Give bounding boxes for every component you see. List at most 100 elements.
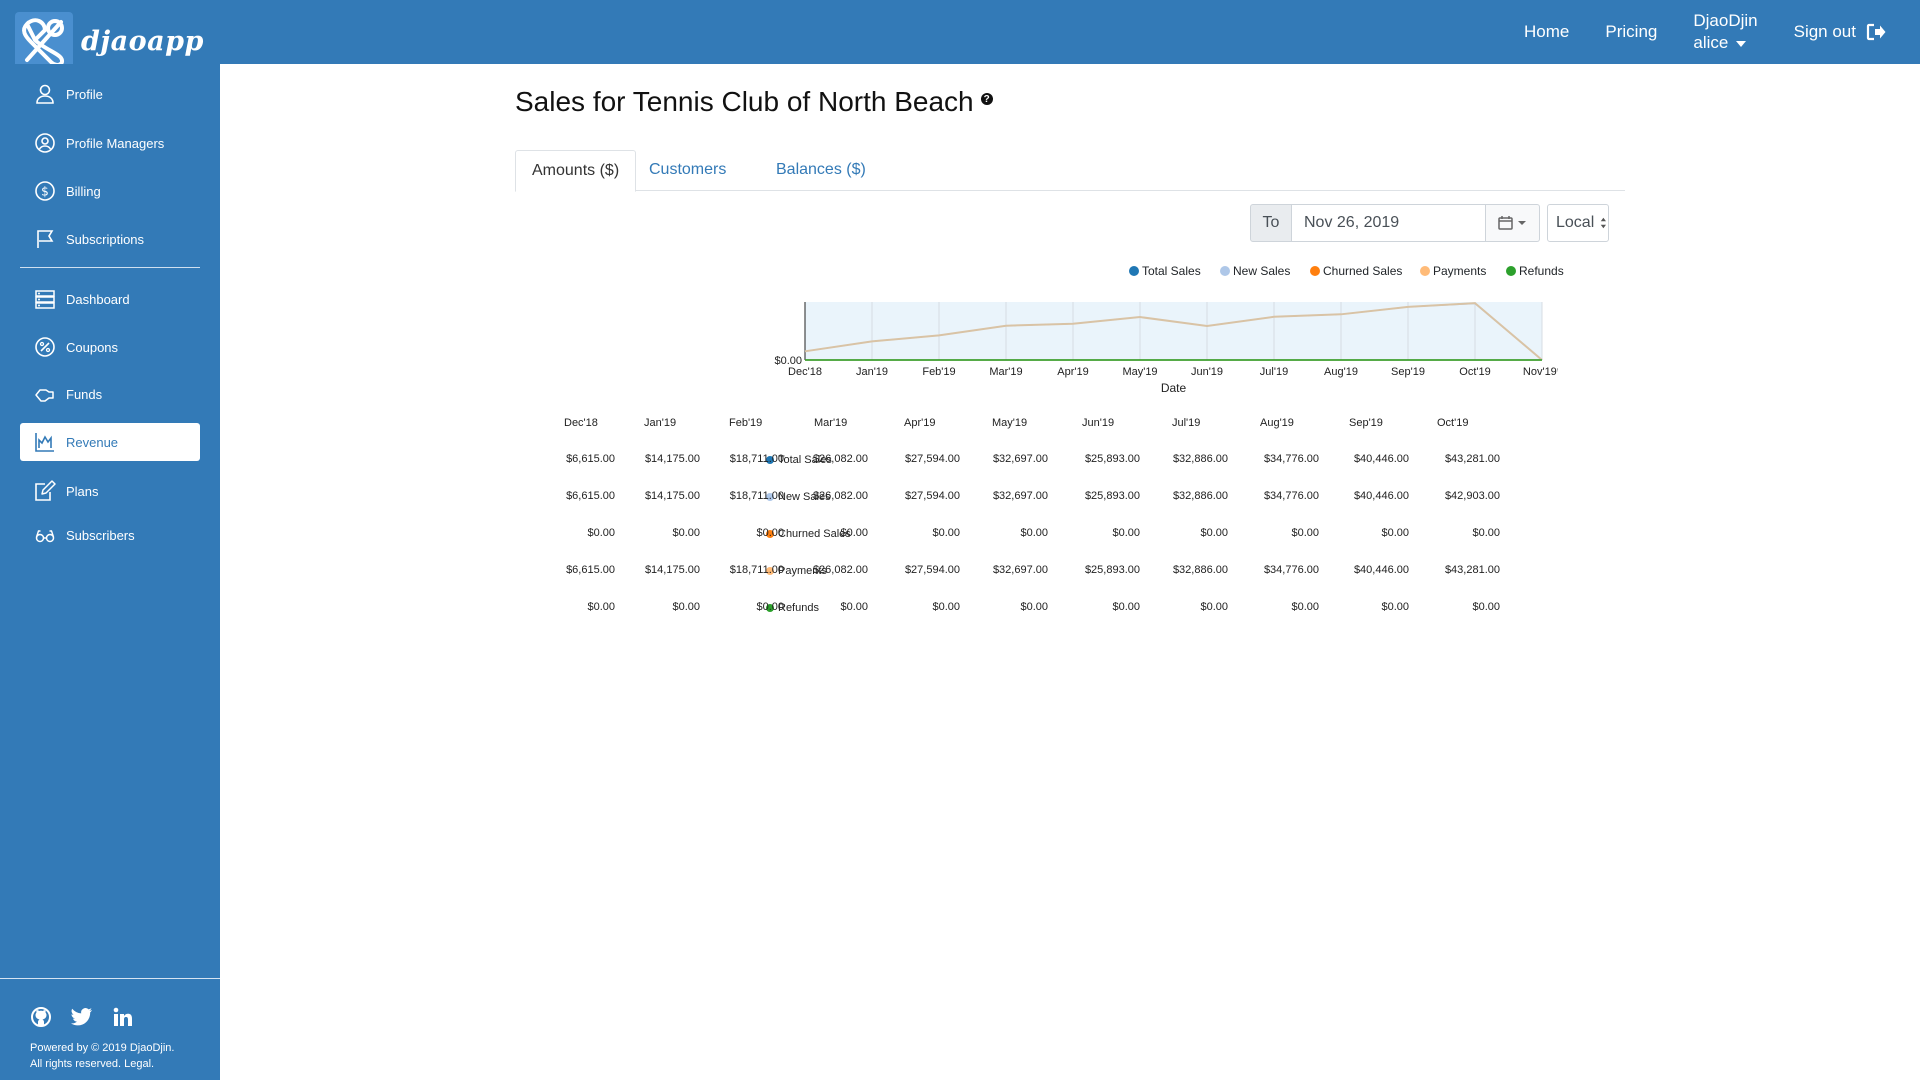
end-date-input[interactable]: Nov 26, 2019 xyxy=(1292,204,1486,242)
table-cell: $0.00 xyxy=(1472,601,1500,613)
table-cell: $0.00 xyxy=(1381,527,1409,539)
sidebar-item-dashboard[interactable]: Dashboard xyxy=(20,280,200,318)
table-cell: $14,175.00 xyxy=(644,490,700,502)
table-row-label: Total Sales xyxy=(766,454,832,466)
caret-down-icon xyxy=(1736,40,1747,47)
table-column-header: Feb'19 xyxy=(729,417,763,429)
twitter-icon[interactable] xyxy=(70,1006,94,1028)
sidebar-item-plans[interactable]: Plans xyxy=(20,472,200,510)
table-cell: $25,893.00 xyxy=(1084,564,1140,576)
sidebar-item-label: Plans xyxy=(66,483,99,499)
chart-x-tick-label: Mar'19 xyxy=(989,366,1022,378)
sidebar-item-label: Subscriptions xyxy=(66,231,145,247)
sidebar-item-profile-managers[interactable]: Profile Managers xyxy=(20,124,200,162)
table-cell: $32,697.00 xyxy=(992,453,1048,465)
user-menu[interactable]: DjaoDjin alice xyxy=(1693,10,1757,54)
to-label: To xyxy=(1250,204,1292,242)
legend-dot xyxy=(1310,266,1320,276)
table-cell: $0.00 xyxy=(932,601,960,613)
chart-line-icon xyxy=(35,433,54,452)
table-cell: $26,082.00 xyxy=(812,453,868,465)
legend-dot xyxy=(1220,266,1230,276)
sort-arrows-icon xyxy=(1601,217,1607,229)
linkedin-icon[interactable] xyxy=(112,1006,134,1028)
table-cell: $25,893.00 xyxy=(1084,453,1140,465)
row-label-text: Churned Sales xyxy=(778,528,851,540)
logo-icon xyxy=(15,12,73,70)
table-column-header: Jan'19 xyxy=(644,417,677,429)
nav-pricing[interactable]: Pricing xyxy=(1605,22,1658,41)
sidebar-item-coupons[interactable]: Coupons xyxy=(20,328,200,366)
social-links xyxy=(30,1006,134,1028)
legend-refunds[interactable]: Refunds xyxy=(1506,264,1564,278)
legend-churned-sales[interactable]: Churned Sales xyxy=(1310,264,1402,278)
legend-dot xyxy=(766,493,774,501)
chart-y-tick-label: $0.00 xyxy=(774,355,802,367)
sidebar-item-subscribers[interactable]: Subscribers xyxy=(20,516,200,554)
tab-amounts[interactable]: Amounts ($) xyxy=(515,150,637,192)
table-cell: $27,594.00 xyxy=(904,564,960,576)
date-range: To Nov 26, 2019 xyxy=(1250,204,1540,242)
table-cell: $0.00 xyxy=(840,601,868,613)
brand-logo[interactable]: djaoapp xyxy=(15,12,204,70)
sidebar-item-subscriptions[interactable]: Subscriptions xyxy=(20,220,200,258)
table-cell: $40,446.00 xyxy=(1353,453,1409,465)
row-label-text: Total Sales xyxy=(778,454,832,466)
sidebar-divider xyxy=(20,267,200,268)
table-cell: $34,776.00 xyxy=(1263,564,1319,576)
table-column-header: Oct'19 xyxy=(1437,417,1469,429)
sidebar-item-funds[interactable]: Funds xyxy=(20,375,200,413)
table-cell: $25,893.00 xyxy=(1084,490,1140,502)
chart-x-tick-label: Jun'19 xyxy=(1191,366,1223,378)
github-icon[interactable] xyxy=(30,1006,52,1028)
calendar-button[interactable] xyxy=(1486,204,1540,242)
table-cell: $6,615.00 xyxy=(566,490,615,502)
table-row-label: New Sales xyxy=(766,491,831,503)
table-cell: $18,711.00 xyxy=(729,564,784,576)
legend-payments[interactable]: Payments xyxy=(1420,264,1486,278)
chart-x-tick-label: Sep'19 xyxy=(1391,366,1425,378)
sidebar-item-label: Profile Managers xyxy=(66,135,165,151)
chart-series-line-payments xyxy=(804,302,1543,361)
table-cell: $0.00 xyxy=(1020,601,1048,613)
nav-home[interactable]: Home xyxy=(1524,22,1570,41)
table-cell: $27,594.00 xyxy=(904,490,960,502)
table-column-header: Apr'19 xyxy=(904,417,936,429)
sidebar: Profile Profile Managers $ Billing Subsc… xyxy=(0,64,220,1080)
sidebar-item-billing[interactable]: $ Billing xyxy=(20,172,200,210)
help-icon[interactable]: ? xyxy=(980,93,993,105)
svg-text:$: $ xyxy=(41,185,49,199)
server-icon xyxy=(35,290,55,309)
table-column-header: Mar'19 xyxy=(814,417,848,429)
table-column-header: Aug'19 xyxy=(1260,417,1294,429)
sidebar-item-label: Revenue xyxy=(66,434,119,450)
flag-icon xyxy=(37,230,54,248)
sidebar-item-profile[interactable]: Profile xyxy=(20,75,200,113)
top-navbar: djaoapp Home Pricing DjaoDjin alice Sign… xyxy=(0,0,1920,70)
main-content: Sales for Tennis Club of North Beach ? A… xyxy=(220,64,1920,1080)
table-cell: $0.00 xyxy=(1472,527,1500,539)
table-cell: $0.00 xyxy=(1112,527,1140,539)
legend-new-sales[interactable]: New Sales xyxy=(1220,264,1290,278)
user-name: DjaoDjin xyxy=(1693,11,1758,30)
top-nav: Home Pricing DjaoDjin alice Sign out xyxy=(1524,0,1920,64)
sidebar-item-label: Subscribers xyxy=(66,527,135,543)
legend-total-sales[interactable]: Total Sales xyxy=(1129,264,1201,278)
edit-icon xyxy=(35,480,56,501)
table-cell: $32,886.00 xyxy=(1172,564,1228,576)
table-row-label: Refunds xyxy=(766,602,819,614)
timezone-select[interactable]: Local xyxy=(1547,204,1609,242)
tab-balances[interactable]: Balances ($) xyxy=(776,161,866,178)
sidebar-item-label: Billing xyxy=(66,183,101,199)
table-cell: $0.00 xyxy=(1291,601,1319,613)
sidebar-item-revenue[interactable]: Revenue xyxy=(20,423,200,461)
table-cell: $40,446.00 xyxy=(1353,564,1409,576)
table-cell: $0.00 xyxy=(756,527,784,539)
legend-dot xyxy=(766,456,774,464)
table-cell: $0.00 xyxy=(1291,527,1319,539)
footer-line-2[interactable]: All rights reserved. Legal. xyxy=(30,1058,155,1070)
tab-customers[interactable]: Customers xyxy=(649,161,727,178)
sidebar-item-label: Funds xyxy=(66,386,103,402)
signout-link[interactable]: Sign out xyxy=(1794,22,1886,42)
chart-x-tick-label: Jul'19 xyxy=(1260,366,1288,378)
